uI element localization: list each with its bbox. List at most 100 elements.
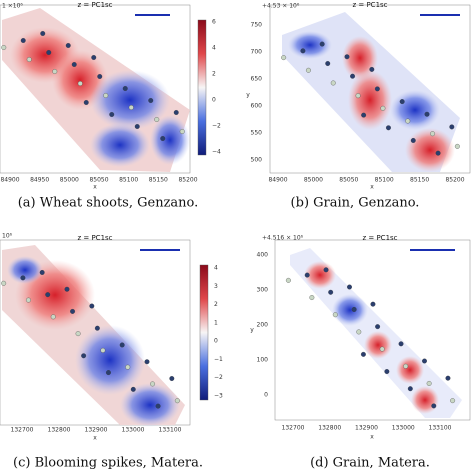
sample-point <box>356 329 362 335</box>
caption: (a) Wheat shoots, Genzano. <box>18 196 199 211</box>
sample-point <box>150 381 155 387</box>
panel-title: z = PC1sc <box>77 234 112 242</box>
colorbar-tick-label: 4 <box>214 265 218 272</box>
y-tick-label: 600 <box>251 103 263 110</box>
sample-point <box>52 69 58 74</box>
sample-point <box>424 111 430 117</box>
sample-point <box>374 86 380 92</box>
sample-point <box>375 324 381 330</box>
colorbar-tick-label: 4 <box>212 45 216 52</box>
colorbar-tick-label: 3 <box>214 283 218 290</box>
colorbar-tick-label: 2 <box>214 301 218 308</box>
sample-point <box>46 50 52 55</box>
y-tick-label: 100 <box>257 357 269 364</box>
x-axis-label: x <box>370 434 374 441</box>
x-tick-label: 133100 <box>159 427 182 434</box>
x-tick-label: 85200 <box>178 177 197 184</box>
sample-point <box>360 351 366 357</box>
map-d <box>274 239 471 421</box>
colorbar-tick-label: 6 <box>212 19 216 26</box>
x-tick-label: 85050 <box>89 177 108 184</box>
sample-point <box>155 403 161 409</box>
sample-point <box>119 342 125 348</box>
sample-point <box>309 295 315 300</box>
sample-point <box>125 364 131 370</box>
sample-point <box>454 143 460 149</box>
sample-point <box>81 353 87 359</box>
sample-point <box>379 346 385 352</box>
colorbar <box>199 264 209 401</box>
caption: (c) Blooming spikes, Matera. <box>13 456 203 471</box>
offset-label: +4.516 × 10⁶ <box>262 235 304 242</box>
y-tick-label: 750 <box>251 22 263 29</box>
offset-label: 10⁶ <box>2 233 13 240</box>
x-tick-label: 133100 <box>429 425 452 432</box>
sample-point <box>148 98 154 103</box>
sample-point <box>399 99 405 105</box>
panel-title: z = PC1sc <box>362 234 397 242</box>
sample-point <box>380 105 386 111</box>
sample-point <box>300 48 306 54</box>
sample-point <box>328 289 334 295</box>
sample-point <box>361 112 367 118</box>
x-tick-label: 84950 <box>30 177 49 184</box>
sample-point <box>403 363 409 369</box>
colorbar-tick-label: 0 <box>212 97 216 104</box>
sample-point <box>449 124 455 130</box>
x-tick-label: 85000 <box>60 177 79 184</box>
sample-point <box>154 117 160 122</box>
sample-point <box>347 284 352 290</box>
sample-point <box>323 267 329 273</box>
sample-point <box>106 370 111 376</box>
sample-point <box>20 38 26 43</box>
sample-point <box>422 358 427 364</box>
y-tick-label: 500 <box>251 157 263 164</box>
sample-point <box>1 280 7 286</box>
sample-point <box>351 307 357 312</box>
colorbar-tick-label: −3 <box>214 393 223 400</box>
panel-title: z = PC1sc <box>352 1 387 9</box>
map-b <box>269 4 471 174</box>
sample-point <box>130 386 136 392</box>
sample-point <box>160 136 166 141</box>
sample-point <box>103 93 109 98</box>
x-tick-label: 85000 <box>304 177 323 184</box>
map-a <box>0 4 191 174</box>
y-tick-label: 650 <box>251 76 263 83</box>
sample-point <box>330 80 336 86</box>
x-tick-label: 132700 <box>11 427 34 434</box>
x-tick-label: 85050 <box>339 177 358 184</box>
sample-point <box>109 112 115 117</box>
offset-label: +4.53 × 10⁶ <box>262 3 300 10</box>
caption: (b) Grain, Genzano. <box>291 196 420 211</box>
sample-point <box>325 61 331 66</box>
sample-point <box>39 270 45 275</box>
sample-point <box>435 150 441 156</box>
x-tick-label: 132800 <box>318 425 341 432</box>
sample-point <box>386 125 391 131</box>
colorbar-tick-label: −2 <box>212 123 221 130</box>
sample-point <box>285 277 291 283</box>
sample-point <box>26 297 31 303</box>
colorbar-tick-label: −2 <box>214 374 223 381</box>
sample-point <box>173 110 179 115</box>
sample-point <box>83 100 89 105</box>
sample-point <box>370 301 376 307</box>
x-tick-label: 132900 <box>85 427 108 434</box>
x-tick-label: 85200 <box>445 177 464 184</box>
sample-point <box>134 124 140 129</box>
sample-point <box>384 369 390 374</box>
sample-point <box>40 31 46 36</box>
sample-point <box>179 129 185 134</box>
sample-point <box>70 308 75 314</box>
sample-point <box>281 55 287 61</box>
sample-point <box>71 62 77 67</box>
y-tick-label: 300 <box>257 287 269 294</box>
colorbar-tick-label: 2 <box>212 71 216 78</box>
x-tick-label: 132800 <box>48 427 71 434</box>
y-tick-label: 400 <box>257 252 269 259</box>
x-tick-label: 85150 <box>410 177 429 184</box>
offset-label: 1 ×10⁶ <box>2 3 23 10</box>
sample-point <box>77 81 83 86</box>
x-tick-label: 85100 <box>375 177 394 184</box>
